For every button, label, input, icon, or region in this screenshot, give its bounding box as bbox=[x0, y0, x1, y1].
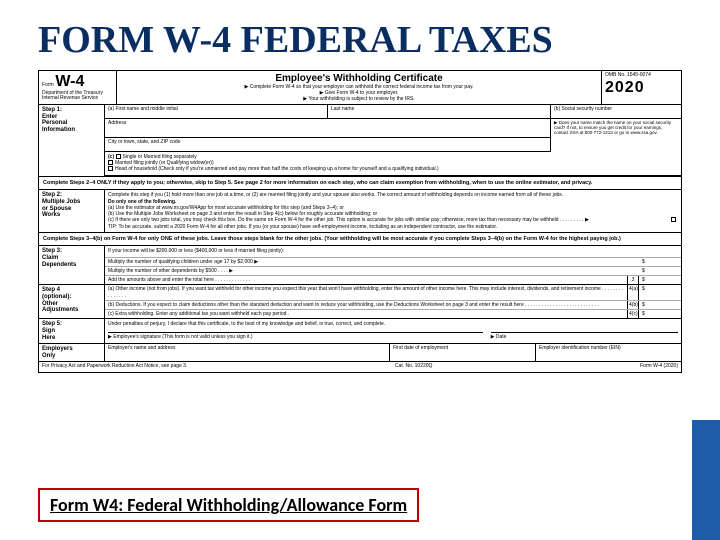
step2-label: Step 2: Multiple Jobs or Spouse Works bbox=[39, 190, 105, 232]
step3-children-amt[interactable]: $ bbox=[639, 258, 681, 266]
employer-label: Employers Only bbox=[39, 344, 105, 361]
complete-3-4-note: Complete Steps 3–4(b) on Form W-4 for on… bbox=[39, 233, 681, 247]
slide-title: FORM W-4 FEDERAL TAXES bbox=[0, 0, 720, 70]
step4c-amt[interactable]: $ bbox=[639, 310, 681, 318]
complete-2-4-note: Complete Steps 2–4 ONLY if they apply to… bbox=[39, 177, 681, 191]
footer-mid: Cat. No. 10220Q bbox=[395, 364, 433, 370]
employer-row: Employers Only Employer's name and addre… bbox=[39, 344, 681, 362]
footer-left: For Privacy Act and Paperwork Reduction … bbox=[42, 364, 187, 370]
step2-body: Complete this step if you (1) hold more … bbox=[105, 190, 681, 232]
w4-form: Form W-4 Department of the Treasury Inte… bbox=[38, 70, 682, 373]
caption-text: Form W4: Federal Withholding/Allowance F… bbox=[50, 494, 407, 516]
ein-field[interactable]: Employer identification number (EIN) bbox=[536, 344, 681, 361]
step4-label: Step 4 (optional): Other Adjustments bbox=[39, 285, 105, 318]
signature-field[interactable]: ▶ Employee's signature (This form is not… bbox=[108, 332, 483, 340]
first-employ-date[interactable]: First date of employment bbox=[390, 344, 536, 361]
employer-name[interactable]: Employer's name and address bbox=[105, 344, 390, 361]
dept-text: Department of the Treasury Internal Reve… bbox=[42, 91, 113, 102]
form-label: Form bbox=[42, 82, 54, 88]
city-field[interactable]: City or town, state, and ZIP code bbox=[105, 138, 551, 152]
ssn-field[interactable]: (b) Social security number bbox=[551, 105, 681, 119]
step1-label: Step 1: Enter Personal Information bbox=[39, 105, 105, 176]
filing-status: (c) Single or Married filing separately … bbox=[105, 152, 681, 176]
step4-body: (a) Other income (not from jobs). If you… bbox=[105, 285, 681, 318]
caption-box: Form W4: Federal Withholding/Allowance F… bbox=[38, 488, 419, 522]
year-box: OMB No. 1545-0074 2020 bbox=[601, 71, 681, 104]
footer-right: Form W-4 (2020) bbox=[640, 364, 678, 370]
step4b-amt[interactable]: $ bbox=[639, 301, 681, 309]
checkbox-hoh[interactable] bbox=[108, 166, 113, 171]
step1-fields: (a) First name and middle initial Last n… bbox=[105, 105, 681, 176]
step4-row: Step 4 (optional): Other Adjustments (a)… bbox=[39, 285, 681, 319]
form-id-box: Form W-4 Department of the Treasury Inte… bbox=[39, 71, 117, 104]
step3-label: Step 3: Claim Dependents bbox=[39, 246, 105, 284]
cert-box: Employee's Withholding Certificate ▶ Com… bbox=[117, 71, 601, 104]
form-number: W-4 bbox=[55, 73, 84, 90]
step5-row: Step 5: Sign Here Under penalties of per… bbox=[39, 319, 681, 344]
step5-body: Under penalties of perjury, I declare th… bbox=[105, 319, 681, 343]
step3-other-amt[interactable]: $ bbox=[639, 267, 681, 275]
checkbox-married[interactable] bbox=[108, 160, 113, 165]
checkbox-single[interactable] bbox=[116, 154, 121, 159]
name-match-note: ▶ Does your name match the name on your … bbox=[551, 119, 681, 138]
match-cont bbox=[551, 138, 681, 152]
step4a-amt[interactable]: $ bbox=[639, 285, 681, 300]
step1-row: Step 1: Enter Personal Information (a) F… bbox=[39, 105, 681, 177]
cert-line3: ▶ Your withholding is subject to review … bbox=[121, 96, 597, 102]
checkbox-2c[interactable] bbox=[671, 217, 676, 222]
step3-row: Step 3: Claim Dependents If your income … bbox=[39, 246, 681, 285]
cert-title: Employee's Withholding Certificate bbox=[121, 73, 597, 84]
first-name-field[interactable]: (a) First name and middle initial bbox=[105, 105, 328, 119]
step3-total-amt[interactable]: $ bbox=[639, 276, 681, 284]
address-field[interactable]: Address bbox=[105, 119, 551, 138]
form-year: 2020 bbox=[605, 79, 678, 97]
step3-body: If your income will be $200,000 or less … bbox=[105, 246, 681, 284]
right-accent-bar bbox=[692, 420, 720, 540]
step2-row: Step 2: Multiple Jobs or Spouse Works Co… bbox=[39, 190, 681, 233]
last-name-field[interactable]: Last name bbox=[328, 105, 551, 119]
form-footer: For Privacy Act and Paperwork Reduction … bbox=[39, 362, 681, 372]
date-field[interactable]: ▶ Date bbox=[491, 332, 678, 340]
step5-label: Step 5: Sign Here bbox=[39, 319, 105, 343]
form-header: Form W-4 Department of the Treasury Inte… bbox=[39, 71, 681, 105]
